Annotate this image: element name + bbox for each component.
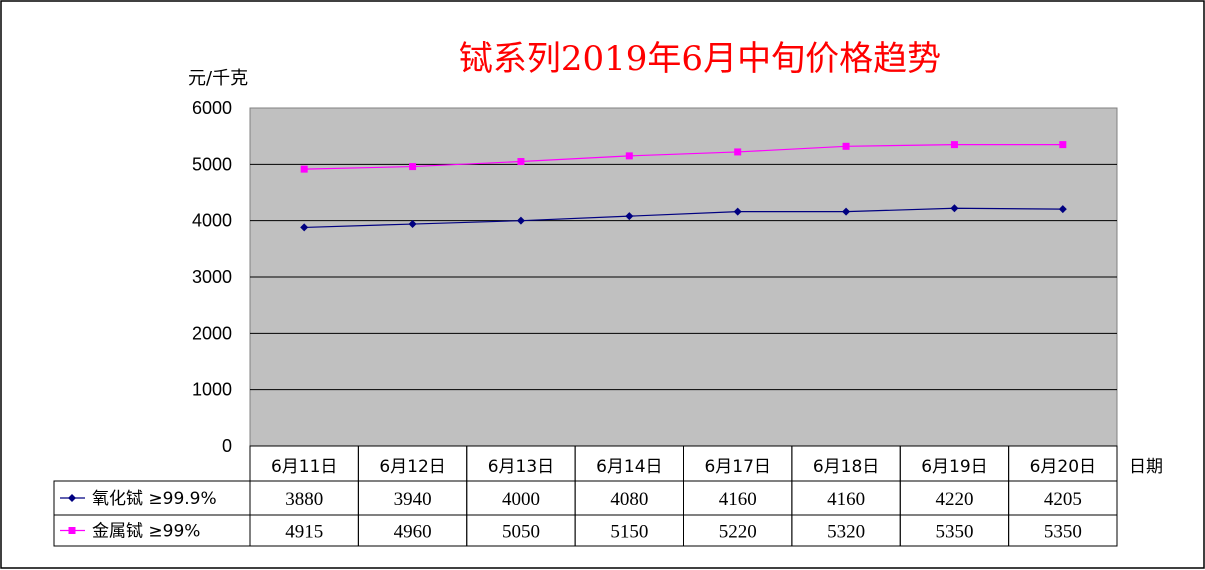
legend-marker bbox=[68, 527, 76, 534]
data-point bbox=[408, 220, 417, 229]
data-label: 3940 bbox=[394, 489, 432, 510]
data-label: 4000 bbox=[502, 489, 540, 510]
data-point bbox=[733, 207, 742, 216]
y-tick-label: 1000 bbox=[192, 380, 232, 400]
plot-area bbox=[249, 107, 1118, 447]
x-tick-label: 6月19日 bbox=[921, 457, 987, 477]
data-point bbox=[1059, 141, 1067, 149]
data-label: 4080 bbox=[610, 489, 648, 510]
y-tick-label: 3000 bbox=[192, 267, 232, 287]
data-point bbox=[517, 158, 525, 166]
y-tick-label: 5000 bbox=[192, 154, 232, 174]
data-point bbox=[625, 152, 633, 160]
x-tick-label: 6月14日 bbox=[596, 457, 662, 477]
x-tick-label: 6月11日 bbox=[271, 457, 337, 477]
series-line-1 bbox=[304, 144, 1063, 170]
data-label: 5350 bbox=[1044, 522, 1082, 543]
x-tick-label: 6月12日 bbox=[379, 457, 445, 477]
x-tick-label: 6月18日 bbox=[813, 457, 879, 477]
y-tick-label: 6000 bbox=[192, 98, 232, 118]
legend-label: 氧化铽 ≥99.9% bbox=[92, 489, 217, 509]
data-label: 5350 bbox=[935, 522, 973, 543]
gridlines bbox=[250, 163, 1117, 391]
data-label: 4915 bbox=[285, 522, 323, 543]
data-label: 5220 bbox=[719, 522, 757, 543]
data-point bbox=[516, 216, 525, 225]
data-label: 3880 bbox=[285, 489, 323, 510]
data-point bbox=[300, 165, 308, 173]
data-label: 4160 bbox=[827, 489, 865, 510]
data-point bbox=[300, 223, 309, 232]
x-tick-label: 6月17日 bbox=[704, 457, 770, 477]
y-tick-label: 4000 bbox=[192, 211, 232, 231]
data-label: 5150 bbox=[610, 522, 648, 543]
x-axis-label: 日期 bbox=[1129, 457, 1163, 477]
data-label: 4205 bbox=[1044, 489, 1082, 510]
data-point bbox=[734, 148, 742, 156]
legend-marker bbox=[68, 494, 76, 502]
y-tick-label: 0 bbox=[222, 436, 232, 456]
data-point bbox=[625, 212, 634, 221]
x-tick-label: 6月20日 bbox=[1030, 457, 1096, 477]
series-line-0 bbox=[304, 207, 1063, 229]
data-label: 5050 bbox=[502, 522, 540, 543]
data-point bbox=[1058, 205, 1067, 214]
x-tick-label: 6月13日 bbox=[488, 457, 554, 477]
data-label: 4220 bbox=[935, 489, 973, 510]
data-label: 4160 bbox=[719, 489, 757, 510]
chart-title: 铽系列2019年6月中旬价格趋势 bbox=[459, 39, 941, 79]
y-axis-unit-label: 元/千克 bbox=[188, 68, 248, 89]
data-label: 5320 bbox=[827, 522, 865, 543]
legend-label: 金属铽 ≥99% bbox=[92, 522, 200, 542]
series-lines bbox=[300, 141, 1067, 232]
data-point bbox=[950, 204, 959, 213]
data-table: 6月11日 6月12日 6月13日 6月14日 6月17日 6月18日 6月19日 6月20日… bbox=[53, 445, 1118, 547]
data-point bbox=[842, 142, 850, 150]
data-point bbox=[950, 141, 958, 149]
y-axis-ticks: 0 1000 2000 3000 4000 5000 6000 bbox=[192, 98, 232, 456]
y-tick-label: 2000 bbox=[192, 323, 232, 343]
data-point bbox=[842, 207, 851, 216]
table-value-cell bbox=[1008, 514, 1118, 547]
data-label: 4960 bbox=[394, 522, 432, 543]
data-point bbox=[409, 163, 417, 171]
